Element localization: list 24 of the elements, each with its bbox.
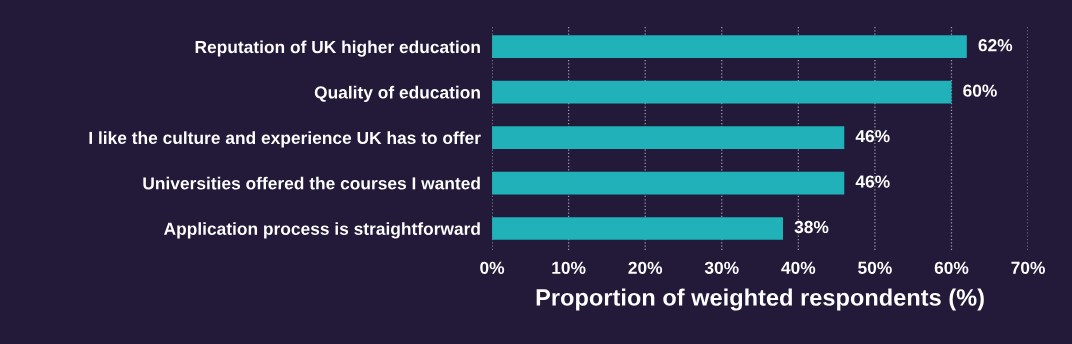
- y-tick-label: Reputation of UK higher education: [195, 40, 480, 57]
- bar: [492, 80, 952, 104]
- x-tick-label: 60%: [934, 261, 969, 274]
- x-axis-title: Proportion of weighted respondents (%): [536, 288, 984, 311]
- data-label: 38%: [794, 220, 829, 234]
- bar: [492, 217, 784, 240]
- x-tick-label: 10%: [552, 261, 586, 274]
- bar: [492, 171, 845, 195]
- data-label: 62%: [978, 39, 1013, 52]
- y-tick-label: Universities offered the courses I wanted: [143, 176, 480, 190]
- x-tick-label: 70%: [1011, 261, 1045, 274]
- data-label: 60%: [963, 84, 997, 97]
- bar: [492, 126, 845, 149]
- x-tick-label: 0%: [480, 261, 505, 274]
- x-tick-label: 30%: [704, 261, 739, 274]
- data-label: 46%: [855, 175, 890, 188]
- x-tick-label: 20%: [628, 261, 663, 274]
- x-tick-label: 50%: [858, 261, 892, 274]
- y-tick-label: Application process is straightforward: [164, 222, 480, 239]
- x-tick-label: 40%: [781, 261, 816, 274]
- bar: [492, 35, 967, 59]
- y-tick-label: I like the culture and experience UK has to offer: [89, 131, 481, 148]
- data-label: 46%: [855, 129, 890, 143]
- y-tick-label: Quality of education: [314, 85, 480, 103]
